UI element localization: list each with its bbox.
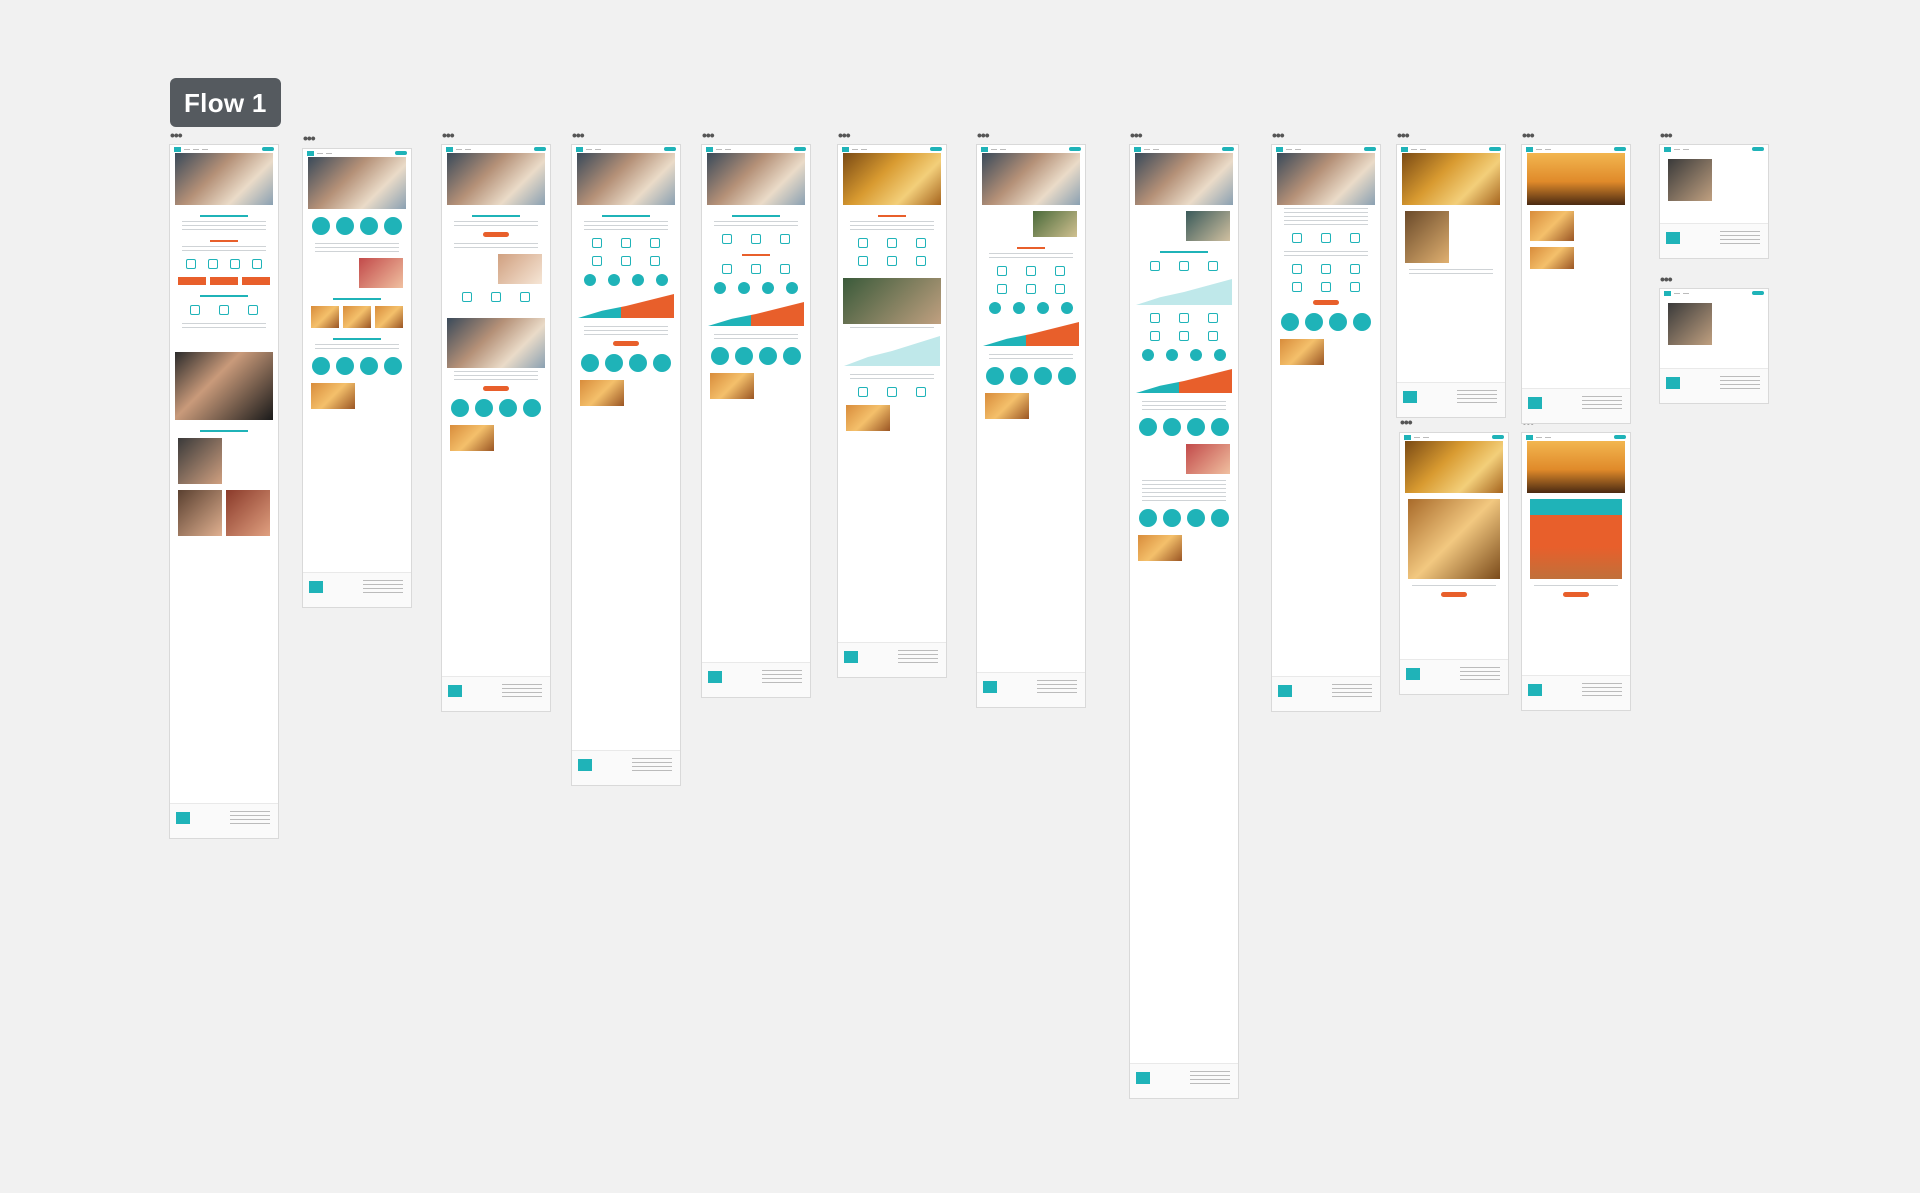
artboard-15[interactable] (1522, 433, 1630, 710)
frame-menu-icon[interactable]: ••• (170, 127, 183, 143)
artboard-7[interactable] (977, 145, 1085, 707)
artboard-9[interactable] (1272, 145, 1380, 711)
frame-menu-icon[interactable]: ••• (1272, 127, 1285, 143)
artboard-14[interactable] (1400, 433, 1508, 694)
artboard-3[interactable] (442, 145, 550, 711)
frame-menu-icon[interactable]: ••• (1660, 271, 1673, 287)
video-image (175, 352, 273, 420)
frame-menu-icon[interactable]: ••• (442, 127, 455, 143)
artboard-1[interactable] (170, 145, 278, 838)
frame-menu-icon[interactable]: ••• (977, 127, 990, 143)
artboard-4[interactable] (572, 145, 680, 785)
artboard-13[interactable] (1660, 289, 1768, 403)
frame-menu-icon[interactable]: ••• (303, 130, 316, 146)
artboard-6[interactable] (838, 145, 946, 677)
artboard-5[interactable] (702, 145, 810, 697)
frame-menu-icon[interactable]: ••• (1400, 414, 1413, 430)
flow-label[interactable]: Flow 1 (170, 78, 281, 127)
artboard-10[interactable] (1397, 145, 1505, 417)
hero-image (175, 153, 273, 205)
frame-menu-icon[interactable]: ••• (838, 127, 851, 143)
frame-menu-icon[interactable]: ••• (1397, 127, 1410, 143)
artboard-11[interactable] (1522, 145, 1630, 423)
frame-menu-icon[interactable]: ••• (1522, 127, 1535, 143)
frame-menu-icon[interactable]: ••• (1660, 127, 1673, 143)
nav-bar (170, 145, 278, 153)
artboard-2[interactable] (303, 149, 411, 607)
artboard-12[interactable] (1660, 145, 1768, 258)
frame-menu-icon[interactable]: ••• (702, 127, 715, 143)
artboard-8[interactable] (1130, 145, 1238, 1098)
frame-menu-icon[interactable]: ••• (572, 127, 585, 143)
frame-menu-icon[interactable]: ••• (1130, 127, 1143, 143)
